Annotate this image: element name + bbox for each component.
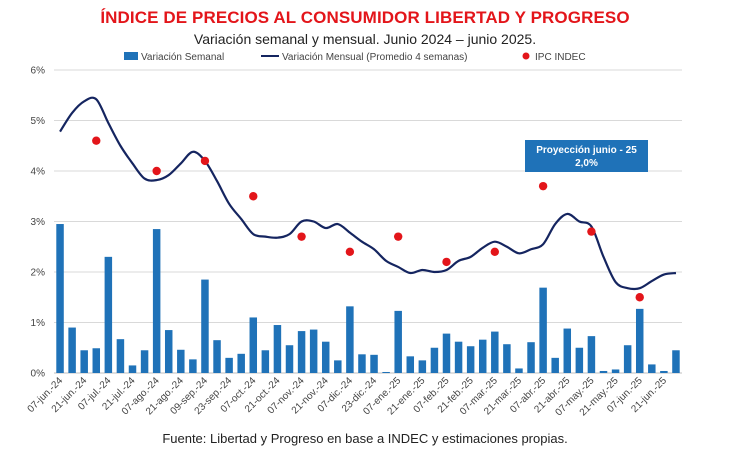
annotation-line2: 2,0% (575, 158, 598, 169)
grid-lines (54, 69, 682, 374)
weekly-bar (358, 354, 366, 373)
weekly-bar (563, 328, 572, 373)
legend: Variación Semanal Variación Mensual (Prom… (124, 52, 586, 63)
weekly-bar (454, 341, 463, 373)
weekly-bar (515, 368, 523, 373)
weekly-bar (237, 353, 245, 373)
weekly-bar (140, 350, 149, 373)
weekly-bar (321, 341, 330, 373)
indec-point (345, 247, 355, 256)
weekly-bar (297, 331, 306, 373)
indec-point (490, 247, 500, 256)
weekly-bar (164, 330, 173, 373)
indec-point (152, 166, 161, 176)
weekly-bar (430, 347, 439, 373)
weekly-bar (116, 339, 125, 373)
weekly-bar (189, 359, 197, 373)
indec-point (442, 257, 451, 267)
weekly-bar (478, 339, 487, 373)
weekly-bar (394, 310, 402, 373)
legend-label-monthly: Variación Mensual (Promedio 4 semanas) (282, 52, 467, 63)
weekly-bar (273, 325, 282, 373)
weekly-bar (382, 371, 390, 373)
indec-point (297, 232, 306, 241)
weekly-bar (587, 336, 596, 373)
legend-swatch-weekly (124, 52, 138, 60)
weekly-bar (201, 279, 209, 373)
weekly-bar (152, 229, 161, 373)
weekly-bar (418, 360, 427, 373)
y-tick-label: 1% (31, 318, 46, 329)
weekly-bar (56, 224, 64, 373)
weekly-bar (370, 354, 378, 373)
weekly-bar (466, 346, 475, 373)
weekly-bar (539, 287, 547, 373)
legend-label-weekly: Variación Semanal (141, 52, 224, 63)
weekly-bar (503, 344, 511, 373)
weekly-bar (575, 347, 584, 373)
monthly-line-path (59, 96, 677, 291)
weekly-bar (249, 317, 258, 373)
legend-swatch-indec (522, 52, 530, 60)
weekly-bar (92, 348, 101, 373)
y-tick-label: 5% (31, 116, 46, 127)
weekly-bar (346, 306, 354, 373)
chart-title: ÍNDICE DE PRECIOS AL CONSUMIDOR LIBERTAD… (100, 8, 630, 27)
legend-label-indec: IPC INDEC (535, 52, 586, 63)
weekly-bar (623, 345, 632, 373)
weekly-bar (309, 329, 318, 373)
y-tick-label: 3% (31, 217, 46, 228)
annotation-line1: Proyección junio - 25 (536, 145, 637, 156)
weekly-bar (213, 340, 221, 373)
indec-point (538, 181, 548, 191)
weekly-bar (527, 342, 535, 373)
y-axis-ticks: 0% 1% 2% 3% 4% 5% 6% (31, 66, 46, 380)
source-note: Fuente: Libertad y Progreso en base a IN… (162, 431, 568, 446)
weekly-bar (648, 364, 656, 373)
x-axis-ticks: 07-jun.-2421-jun.-2407-jul.-2421-jul.-24… (26, 375, 670, 418)
weekly-bar (442, 333, 451, 373)
indec-point (200, 156, 210, 166)
weekly-bar (177, 349, 185, 373)
y-tick-label: 2% (31, 268, 46, 279)
weekly-bar (672, 350, 680, 373)
indec-point (92, 136, 101, 145)
projection-annotation: Proyección junio - 25 2,0% (525, 140, 648, 172)
annotation-box (525, 140, 648, 172)
indec-points (92, 136, 644, 302)
indec-point (393, 232, 403, 241)
weekly-bar (225, 357, 233, 373)
indec-point (587, 227, 596, 236)
y-tick-label: 6% (31, 66, 46, 77)
weekly-bar (406, 356, 415, 373)
weekly-bar (128, 365, 137, 373)
weekly-bar (635, 308, 644, 373)
weekly-bar (104, 256, 113, 373)
weekly-bar (551, 357, 559, 373)
weekly-bar (334, 360, 342, 373)
weekly-bar (660, 370, 668, 373)
indec-point (635, 293, 644, 302)
chart-subtitle: Variación semanal y mensual. Junio 2024 … (193, 31, 537, 47)
weekly-bar (261, 350, 270, 373)
weekly-bars (56, 224, 680, 373)
y-tick-label: 0% (31, 369, 46, 380)
weekly-bar (611, 369, 620, 373)
monthly-line (59, 96, 677, 291)
weekly-bar (80, 350, 88, 373)
weekly-bar (491, 331, 499, 373)
weekly-bar (599, 370, 608, 373)
weekly-bar (285, 345, 294, 373)
weekly-bar (68, 327, 76, 373)
indec-point (249, 192, 258, 201)
y-tick-label: 4% (31, 167, 46, 178)
